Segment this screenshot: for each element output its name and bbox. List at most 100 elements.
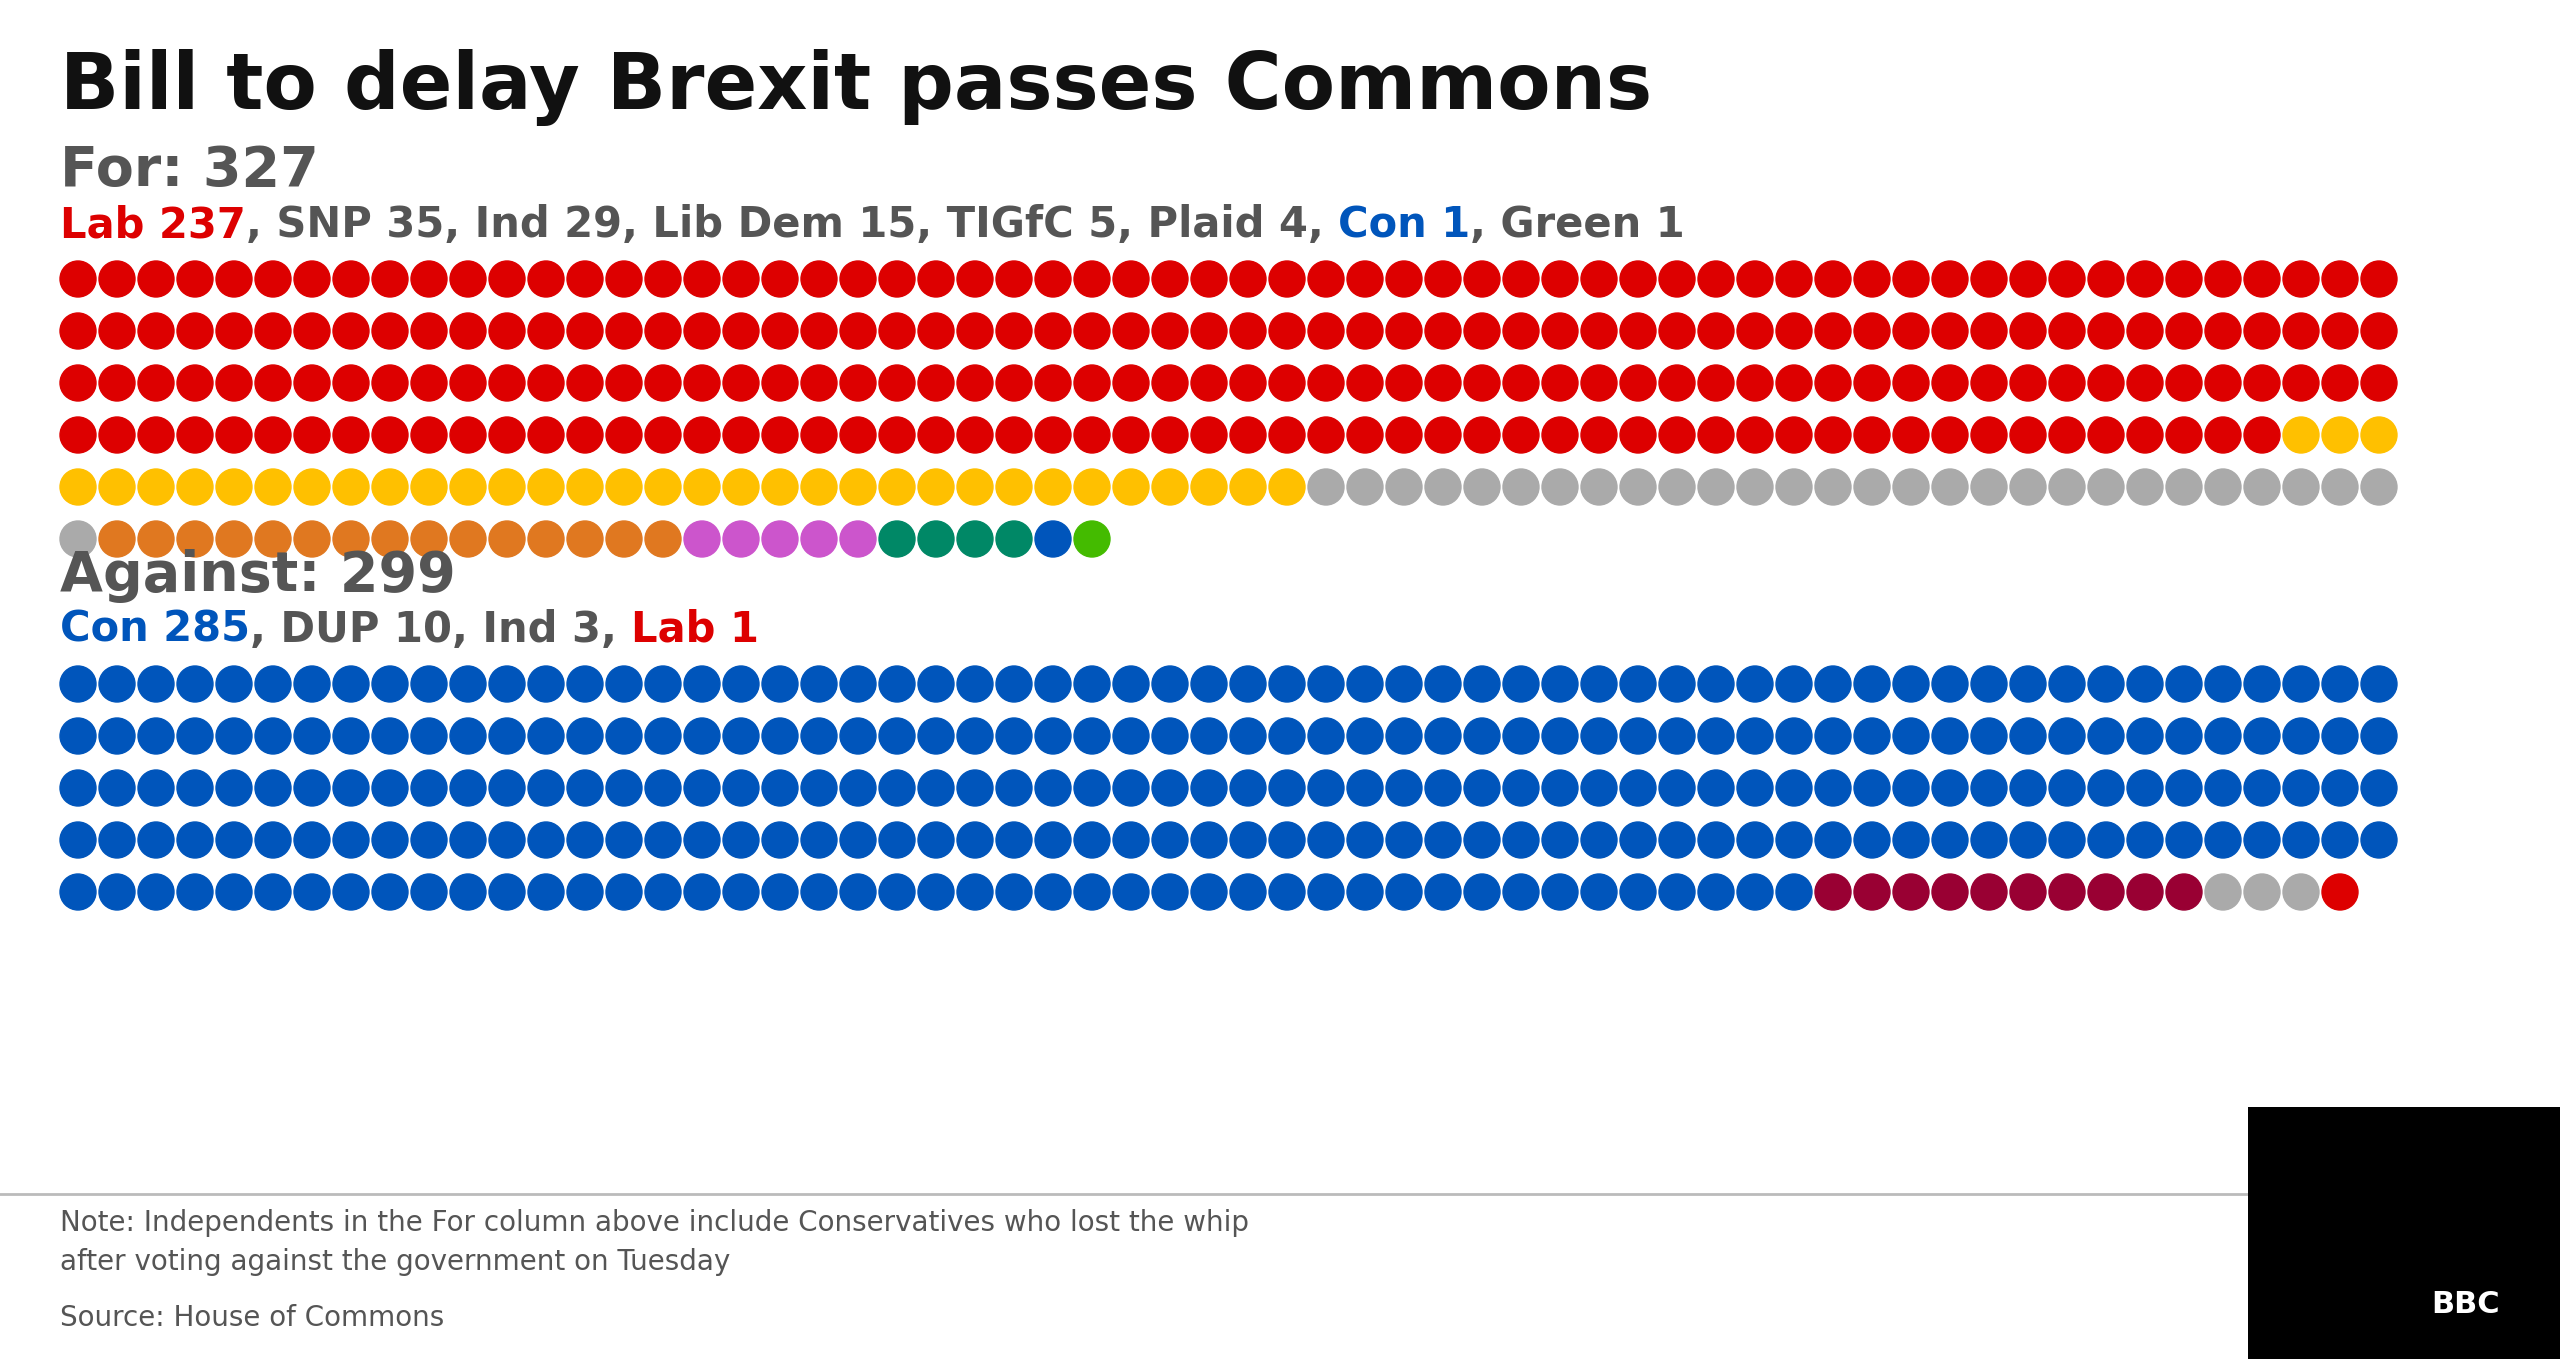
Circle shape bbox=[1853, 771, 1889, 806]
Circle shape bbox=[1777, 261, 1812, 298]
Circle shape bbox=[722, 874, 758, 911]
Circle shape bbox=[489, 313, 525, 349]
Circle shape bbox=[878, 874, 914, 911]
Circle shape bbox=[2284, 366, 2319, 401]
Circle shape bbox=[996, 771, 1032, 806]
Circle shape bbox=[840, 771, 876, 806]
Circle shape bbox=[1464, 261, 1500, 298]
Circle shape bbox=[527, 822, 563, 858]
Circle shape bbox=[100, 666, 136, 703]
Circle shape bbox=[1190, 718, 1226, 754]
Circle shape bbox=[256, 417, 292, 453]
Circle shape bbox=[2048, 261, 2084, 298]
Circle shape bbox=[2048, 718, 2084, 754]
Circle shape bbox=[489, 469, 525, 506]
Circle shape bbox=[215, 822, 251, 858]
Circle shape bbox=[722, 666, 758, 703]
Circle shape bbox=[1075, 822, 1111, 858]
Circle shape bbox=[1933, 261, 1969, 298]
Circle shape bbox=[333, 261, 369, 298]
Circle shape bbox=[2010, 261, 2045, 298]
Circle shape bbox=[957, 874, 993, 911]
Circle shape bbox=[371, 313, 407, 349]
Circle shape bbox=[59, 366, 97, 401]
Circle shape bbox=[1659, 469, 1695, 506]
Circle shape bbox=[2010, 822, 2045, 858]
Circle shape bbox=[840, 469, 876, 506]
Circle shape bbox=[2127, 417, 2163, 453]
Circle shape bbox=[2245, 417, 2281, 453]
Circle shape bbox=[607, 313, 643, 349]
Circle shape bbox=[566, 771, 604, 806]
Circle shape bbox=[1815, 822, 1851, 858]
Circle shape bbox=[1385, 469, 1421, 506]
Circle shape bbox=[2245, 718, 2281, 754]
Circle shape bbox=[996, 666, 1032, 703]
Circle shape bbox=[840, 666, 876, 703]
Circle shape bbox=[1152, 718, 1188, 754]
Circle shape bbox=[566, 469, 604, 506]
Circle shape bbox=[256, 313, 292, 349]
Circle shape bbox=[763, 822, 799, 858]
Circle shape bbox=[177, 822, 212, 858]
Circle shape bbox=[1426, 718, 1462, 754]
Circle shape bbox=[2360, 718, 2396, 754]
Circle shape bbox=[2089, 417, 2125, 453]
Circle shape bbox=[1541, 874, 1577, 911]
Circle shape bbox=[2284, 822, 2319, 858]
Circle shape bbox=[801, 261, 837, 298]
Circle shape bbox=[489, 666, 525, 703]
Circle shape bbox=[1620, 771, 1656, 806]
Circle shape bbox=[412, 822, 448, 858]
Circle shape bbox=[1933, 822, 1969, 858]
Circle shape bbox=[59, 520, 97, 557]
Circle shape bbox=[1503, 469, 1539, 506]
Circle shape bbox=[566, 417, 604, 453]
Circle shape bbox=[1347, 313, 1382, 349]
Circle shape bbox=[1075, 313, 1111, 349]
Circle shape bbox=[1738, 874, 1774, 911]
Circle shape bbox=[919, 313, 955, 349]
Circle shape bbox=[1697, 666, 1733, 703]
Circle shape bbox=[100, 520, 136, 557]
Circle shape bbox=[1697, 469, 1733, 506]
Circle shape bbox=[412, 313, 448, 349]
Circle shape bbox=[1385, 417, 1421, 453]
Circle shape bbox=[996, 520, 1032, 557]
Circle shape bbox=[177, 771, 212, 806]
Circle shape bbox=[2010, 417, 2045, 453]
Circle shape bbox=[1503, 666, 1539, 703]
Circle shape bbox=[722, 469, 758, 506]
Circle shape bbox=[1541, 822, 1577, 858]
Circle shape bbox=[957, 313, 993, 349]
Text: , Green 1: , Green 1 bbox=[1469, 204, 1684, 246]
Circle shape bbox=[1853, 822, 1889, 858]
Circle shape bbox=[59, 718, 97, 754]
Circle shape bbox=[1190, 822, 1226, 858]
Circle shape bbox=[177, 417, 212, 453]
Circle shape bbox=[1190, 313, 1226, 349]
Circle shape bbox=[2048, 874, 2084, 911]
Circle shape bbox=[996, 313, 1032, 349]
Circle shape bbox=[215, 718, 251, 754]
Circle shape bbox=[138, 771, 174, 806]
Circle shape bbox=[1190, 469, 1226, 506]
Circle shape bbox=[1697, 417, 1733, 453]
Circle shape bbox=[1620, 261, 1656, 298]
Circle shape bbox=[2360, 666, 2396, 703]
Circle shape bbox=[2089, 469, 2125, 506]
Circle shape bbox=[1815, 366, 1851, 401]
Circle shape bbox=[371, 874, 407, 911]
Circle shape bbox=[1659, 366, 1695, 401]
Circle shape bbox=[100, 469, 136, 506]
Circle shape bbox=[371, 718, 407, 754]
Circle shape bbox=[566, 822, 604, 858]
Circle shape bbox=[2089, 874, 2125, 911]
Circle shape bbox=[138, 417, 174, 453]
Circle shape bbox=[2166, 718, 2202, 754]
Circle shape bbox=[2089, 771, 2125, 806]
Circle shape bbox=[177, 469, 212, 506]
Circle shape bbox=[1853, 366, 1889, 401]
Circle shape bbox=[138, 666, 174, 703]
Circle shape bbox=[566, 313, 604, 349]
